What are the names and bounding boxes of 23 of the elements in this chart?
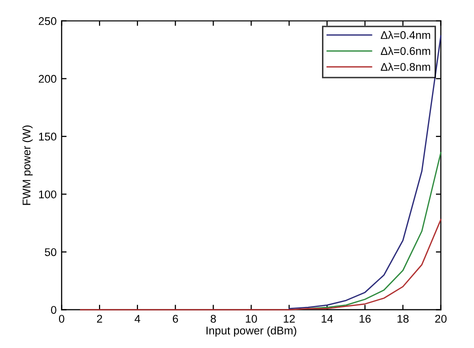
x-tick-label: 4	[134, 314, 140, 323]
x-tick-label: 16	[360, 314, 371, 323]
x-axis-title: Input power (dBm)	[206, 326, 296, 337]
y-tick-label: 0	[51, 306, 56, 314]
y-axis-title: FWM power (W)	[22, 126, 33, 205]
y-tick-label: 100	[39, 190, 56, 198]
y-tick-label: 200	[38, 74, 56, 83]
x-tick-label: 2	[97, 314, 102, 323]
y-tick-label: 150	[39, 132, 56, 141]
x-tick-label: 20	[435, 314, 447, 323]
x-tick-label: 10	[246, 314, 257, 323]
legend-label: Δλ=0.8nm	[380, 62, 430, 71]
y-tick-label: 250	[38, 17, 56, 26]
x-tick-label: 14	[322, 314, 333, 323]
x-tick-label: 18	[398, 314, 409, 323]
y-tick-label: 50	[44, 248, 56, 256]
line-series	[80, 218, 442, 310]
legend-label: Δλ=0.4nm	[380, 30, 430, 40]
x-tick-label: 12	[284, 314, 295, 323]
x-tick-label: 0	[58, 314, 64, 323]
legend-label: Δλ=0.6nm	[380, 46, 430, 55]
x-tick-label: 8	[210, 314, 216, 323]
x-tick-label: 6	[172, 314, 178, 323]
